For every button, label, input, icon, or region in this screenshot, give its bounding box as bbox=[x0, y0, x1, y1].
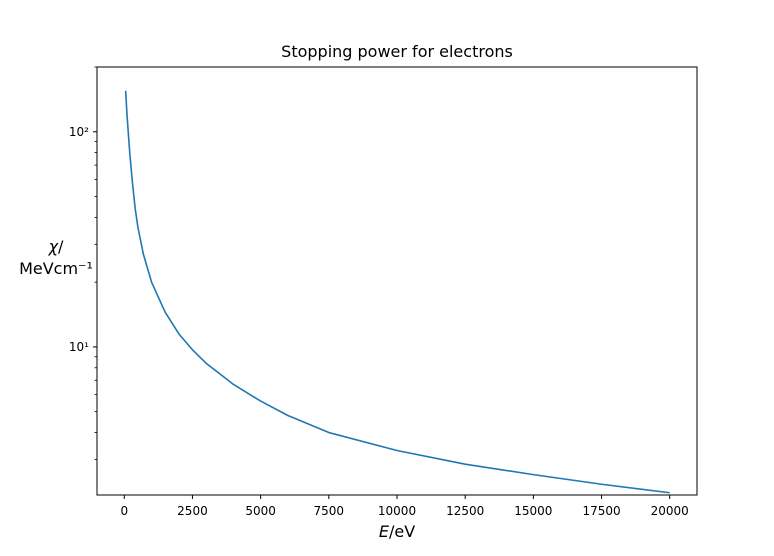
x-tick-label: 5000 bbox=[245, 504, 276, 518]
series-line bbox=[124, 90, 670, 494]
x-tick-label: 15000 bbox=[514, 504, 552, 518]
x-tick-label: 17500 bbox=[582, 504, 620, 518]
y-axis-label-line1: χ/ bbox=[48, 237, 64, 256]
y-axis-label: χ/ MeVcm⁻¹ bbox=[6, 236, 106, 280]
chart-title: Stopping power for electrons bbox=[281, 42, 513, 61]
x-axis-label: E/eV bbox=[378, 522, 416, 541]
x-tick-label: 20000 bbox=[651, 504, 689, 518]
x-tick-label: 12500 bbox=[446, 504, 484, 518]
x-tick-label: 10000 bbox=[378, 504, 416, 518]
y-axis-label-line2: MeVcm⁻¹ bbox=[19, 259, 93, 278]
axes-frame bbox=[96, 66, 698, 496]
x-tick-label: 0 bbox=[120, 504, 128, 518]
y-tick-label: 10¹ bbox=[69, 340, 89, 354]
x-tick-label: 2500 bbox=[177, 504, 208, 518]
y-tick-label: 10² bbox=[69, 125, 89, 139]
x-tick-label: 7500 bbox=[314, 504, 345, 518]
